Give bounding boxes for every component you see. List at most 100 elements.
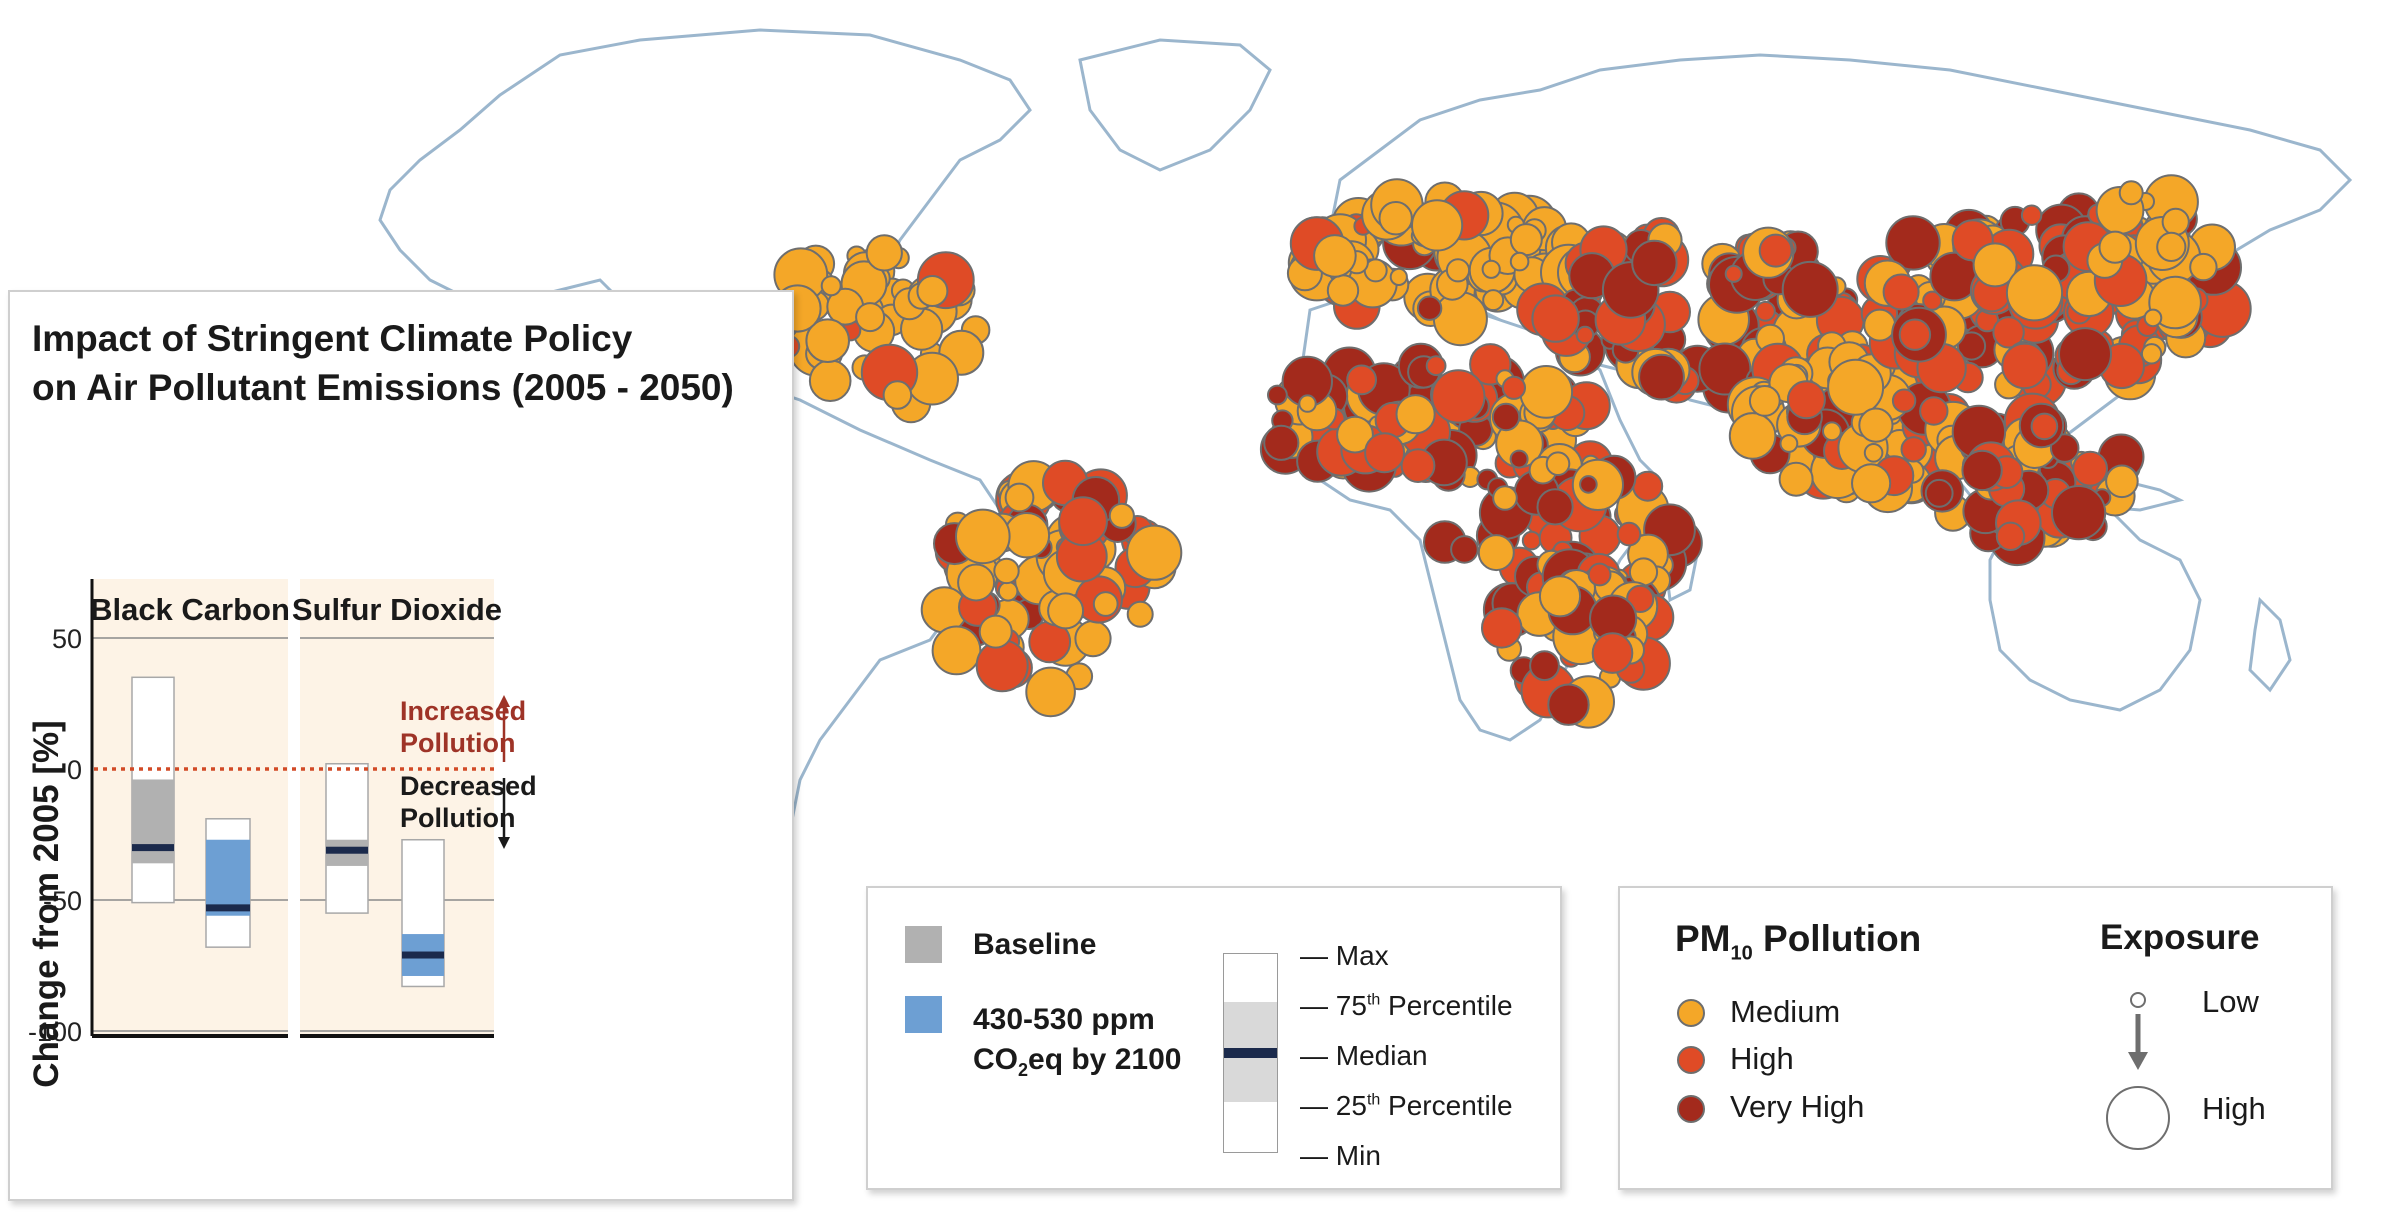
policy-swatch	[905, 996, 942, 1033]
pollution-dot	[1898, 318, 1932, 351]
pollution-dot	[1531, 294, 1580, 343]
very-high-dot	[1677, 1095, 1705, 1123]
pollution-dots	[773, 174, 2252, 729]
policy-label-line-1: 430-530 ppm	[973, 1003, 1155, 1036]
pollution-dot	[2156, 231, 2187, 262]
pollution-dot	[1126, 524, 1183, 581]
pollution-dot	[1758, 233, 1793, 268]
pollution-dot	[1074, 620, 1112, 658]
pollution-dot	[1638, 353, 1685, 401]
policy-label-co: CO	[973, 1043, 1018, 1076]
pollution-dot	[1400, 448, 1436, 484]
pollution-dot	[1450, 535, 1479, 564]
pollution-dot	[820, 275, 842, 297]
pm10-title-pm: PM	[1675, 918, 1731, 959]
chart-panel: 50 0 -50 -100 Black Carbon Sulfur Dioxide Incr…	[8, 290, 794, 1201]
pollution-dot	[2105, 464, 2139, 499]
box-median-0-1	[206, 904, 250, 912]
pollution-dot	[805, 318, 851, 364]
pollution-dot	[1858, 407, 1894, 443]
pollution-dot	[1961, 449, 2003, 492]
pollution-dot	[2001, 342, 2048, 390]
pollution-dot	[1919, 396, 1949, 426]
pollution-dot	[1755, 300, 1776, 322]
panel-bg-0	[92, 579, 288, 1036]
pollution-dot	[1389, 267, 1408, 286]
pollution-dot	[2051, 484, 2107, 541]
pollution-dot	[1509, 223, 1543, 257]
plot-area: 50 0 -50 -100 Black Carbon Sulfur Dioxide Incr…	[28, 579, 537, 1047]
pollution-dot	[1025, 666, 1076, 718]
level-medium: Medium	[1730, 994, 1841, 1029]
annotation-decreased-0: Decreased	[400, 771, 537, 801]
policy-label-line-2: CO2eq by 2100	[973, 1040, 1181, 1090]
pollution-dot	[1092, 591, 1119, 617]
arrow-down-head	[498, 837, 510, 849]
scenario-legend: Baseline 430-530 ppm CO2eq by 2100 — Max…	[866, 886, 1562, 1190]
boxplot-chart: 50 0 -50 -100 Black Carbon Sulfur Dioxide Incr…	[28, 579, 537, 1047]
pollution-dot	[2098, 230, 2132, 264]
pm10-title-sub: 10	[1730, 942, 1753, 965]
pollution-dot	[1992, 316, 2025, 349]
pollution-dot	[1492, 485, 1518, 511]
chart-title-line-2: on Air Pollutant Emissions (2005 - 2050)	[32, 367, 734, 408]
pollution-dot	[1786, 380, 1826, 420]
pollution-dot	[1298, 394, 1317, 413]
annotation-decreased-1: Pollution	[400, 803, 515, 833]
exposure-symbol	[2106, 992, 2170, 1150]
pollution-dot	[1501, 375, 1527, 400]
box-key-median	[1224, 1048, 1277, 1058]
pollution-dot	[1058, 496, 1108, 547]
chart-title-line-1: Impact of Stringent Climate Policy	[32, 318, 633, 359]
pollution-dot	[2020, 204, 2043, 226]
pollution-dot	[1779, 434, 1799, 453]
low-exposure-circle	[2130, 992, 2146, 1008]
pollution-dot	[2140, 343, 2163, 365]
pollution-dot	[2072, 450, 2109, 487]
pollution-dot	[1536, 488, 1574, 526]
pollution-dot	[957, 563, 996, 602]
high-dot	[1677, 1046, 1705, 1074]
pollution-dot	[808, 359, 852, 403]
pm10-legend: PM10 Pollution Medium High Very High Exp…	[1618, 886, 2333, 1190]
pollution-dot	[1432, 291, 1488, 347]
pollution-dot	[1425, 355, 1447, 377]
pollution-dot	[2189, 252, 2218, 282]
exposure-title: Exposure	[2100, 918, 2260, 957]
pollution-dot	[2161, 207, 2190, 236]
box-range-1-0	[325, 763, 369, 914]
baseline-label: Baseline	[973, 928, 1097, 961]
pollution-dot	[1411, 199, 1464, 252]
pollution-dot	[1263, 424, 1300, 461]
pollution-dot	[1616, 521, 1642, 547]
pollution-dot	[1922, 290, 1943, 311]
medium-dot	[1677, 999, 1705, 1027]
pollution-dot	[1956, 331, 1987, 361]
box-iqr-0-1	[206, 839, 250, 916]
exposure-high: High	[2202, 1091, 2266, 1126]
baseline-swatch	[905, 926, 942, 963]
pollution-dot	[1631, 239, 1678, 287]
level-very-high: Very High	[1730, 1089, 1865, 1124]
pollution-dot	[1547, 683, 1590, 726]
land-greenland	[1078, 38, 1272, 172]
pollution-dot	[1346, 364, 1377, 396]
chart-title: Impact of Stringent Climate Policy on Ai…	[32, 314, 772, 412]
pollution-dot	[1326, 274, 1360, 307]
pollution-dot	[916, 275, 949, 307]
land-new-zealand	[2248, 596, 2292, 693]
land-australia	[1988, 498, 2202, 712]
pollution-dot	[1591, 632, 1634, 674]
ytick-label-1: 0	[67, 755, 82, 785]
key-max: — Max	[1300, 940, 1389, 971]
pollution-dot	[1364, 432, 1406, 474]
pollution-dot	[1509, 449, 1529, 469]
pollution-dot	[1267, 384, 1288, 406]
pollution-dot	[2030, 412, 2059, 441]
pollution-dot	[855, 302, 886, 333]
pollution-dot	[1885, 215, 1941, 271]
pollution-dot	[993, 557, 1020, 585]
y-axis-label-text: Change from 2005 [%]	[27, 720, 66, 1088]
pollution-dot	[1529, 650, 1560, 682]
level-high: High	[1730, 1041, 1794, 1076]
